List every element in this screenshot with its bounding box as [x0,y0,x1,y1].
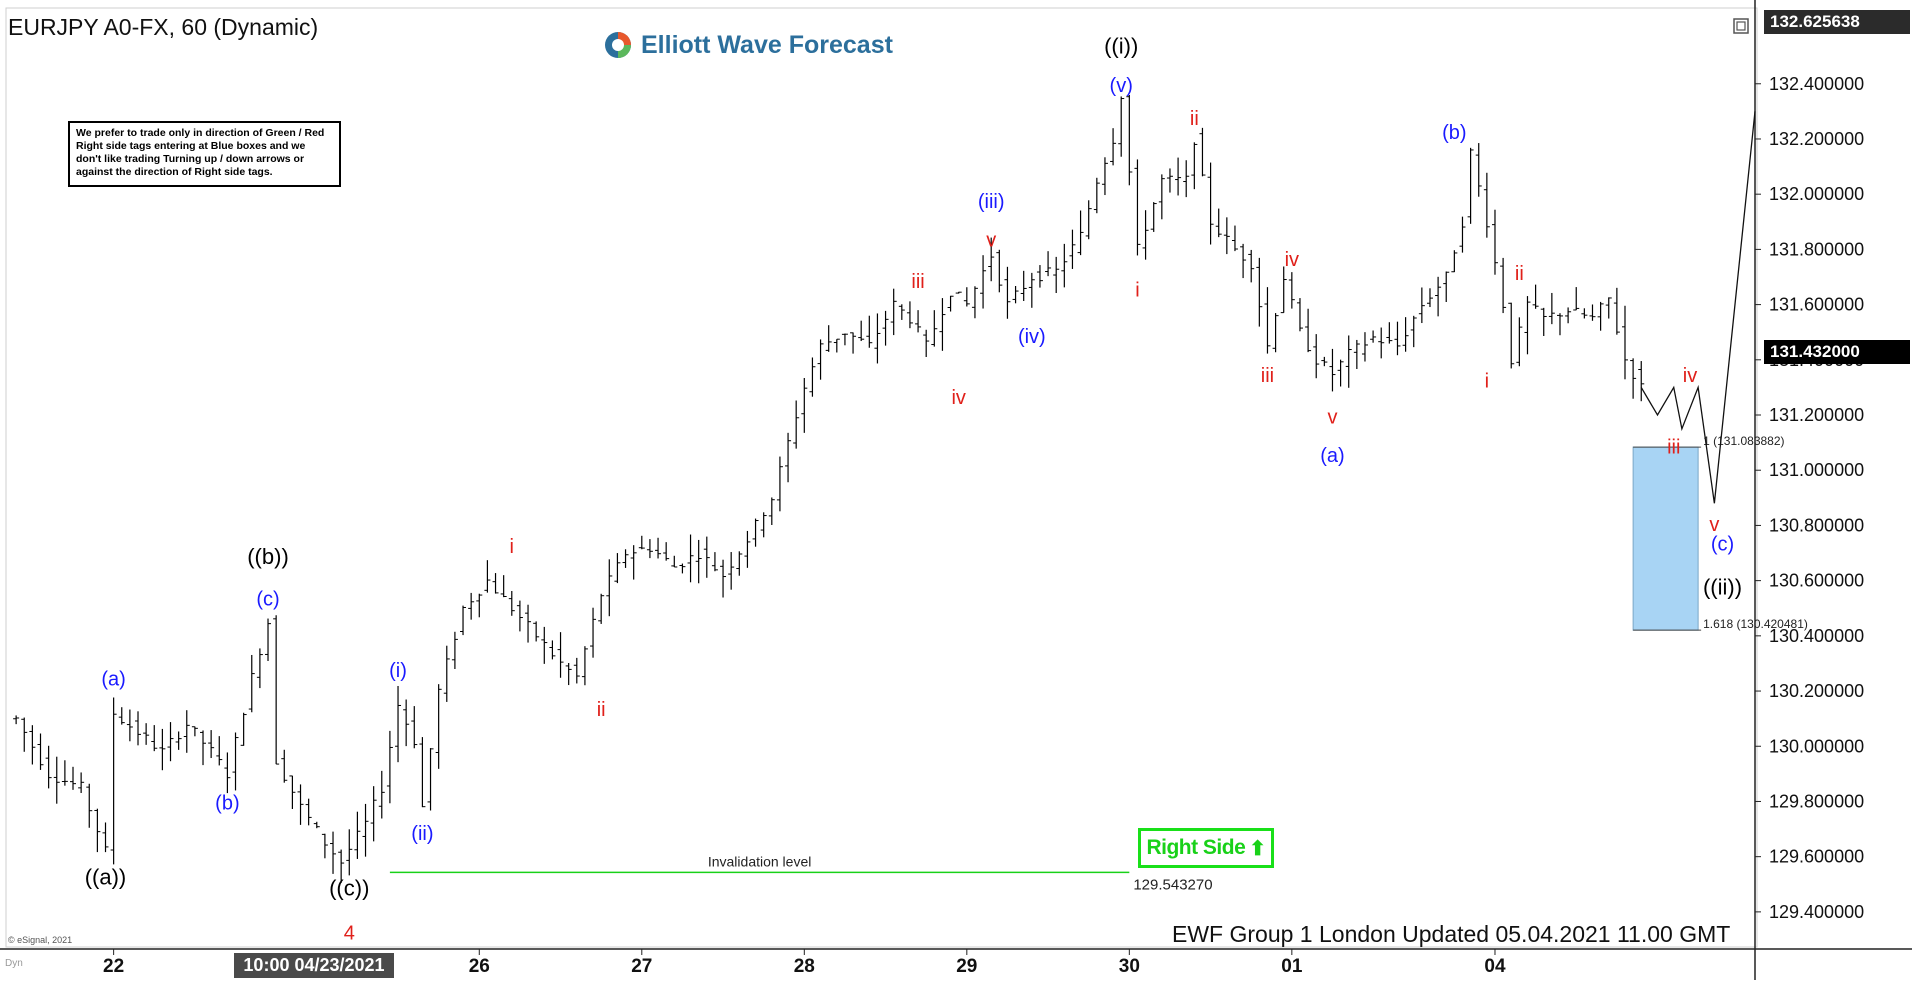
y-tick-label: 130.600000 [1769,571,1864,591]
wave-label: iv [951,387,965,409]
x-tick-label: 04 [1484,956,1506,977]
x-tick-label: 30 [1119,956,1140,977]
copyright-text: © eSignal, 2021 [8,935,73,945]
wave-label: (b) [215,793,239,815]
x-tick-label: 27 [631,956,652,977]
wave-label: (iii) [978,191,1005,213]
wave-label: (c) [256,588,279,610]
wave-label: i [510,536,514,558]
target-blue-box [1632,446,1699,631]
wave-label: v [1709,514,1719,536]
wave-label: ii [597,699,606,721]
wave-label: iv [1285,249,1299,271]
wave-label: (iv) [1018,326,1046,348]
fib-1618-label: 1.618 (130.420481) [1703,617,1808,631]
y-tick-label: 130.800000 [1769,515,1864,535]
trading-notice: We prefer to trade only in direction of … [68,121,341,187]
y-tick-label: 131.200000 [1769,405,1864,425]
x-tick-label: 01 [1281,956,1303,977]
wave-label: ii [1515,263,1524,285]
wave-label: ((ii)) [1703,574,1742,599]
y-tick-label: 129.600000 [1769,847,1864,867]
y-tick-label: 132.400000 [1769,74,1864,94]
chart-title: EURJPY A0-FX, 60 (Dynamic) [8,14,319,40]
wave-label: ((b)) [247,544,289,569]
x-tick-label: 26 [469,956,490,977]
updated-footer: EWF Group 1 London Updated 05.04.2021 11… [1172,921,1731,947]
y-tick-label: 130.000000 [1769,736,1864,756]
wave-label: iii [1261,365,1274,387]
wave-label: (a) [1320,445,1344,467]
wave-label: (c) [1711,533,1734,555]
logo: Elliott Wave Forecast [603,28,893,62]
y-tick-label: 131.000000 [1769,460,1864,480]
x-tick-label: 22 [103,956,124,977]
logo-text: Elliott Wave Forecast [641,30,893,59]
dyn-label: Dyn [5,958,23,969]
price-tag-top: 132.625638 [1764,10,1910,34]
wave-label: iii [1667,437,1680,459]
wave-label: i [1485,370,1489,392]
wave-label: (ii) [411,823,433,845]
price-tag-current: 131.432000 [1764,340,1910,364]
wave-label: ((i)) [1104,33,1138,58]
x-tick-label: 28 [794,956,815,977]
invalidation-label: Invalidation level [708,853,812,869]
x-tick-label: 29 [956,956,977,977]
y-tick-label: 131.800000 [1769,239,1864,259]
y-tick-label: 132.200000 [1769,129,1864,149]
wave-label: (a) [101,669,125,691]
wave-label: ii [1190,108,1199,130]
right-side-label: Right Side [1146,836,1246,859]
wave-label: (v) [1110,75,1133,97]
cursor-time-box: 10:00 04/23/2021 [234,953,394,978]
right-side-tag: Right Side ⬆ [1138,828,1274,868]
projection-path [1640,111,1756,504]
wave-label: iii [911,271,924,293]
wave-label: v [986,230,996,252]
wave-label: (b) [1442,122,1466,144]
y-tick-label: 130.400000 [1769,626,1864,646]
maximize-icon[interactable] [1733,18,1749,34]
wave-label: (i) [389,660,407,682]
y-tick-label: 130.200000 [1769,681,1864,701]
y-tick-label: 129.400000 [1769,902,1864,922]
y-tick-label: 131.600000 [1769,295,1864,315]
up-arrow-icon: ⬆ [1249,837,1266,860]
wave-label: i [1135,279,1139,301]
wave-label: v [1327,406,1337,428]
wave-label: 4 [344,922,355,944]
fib-1-label: 1 (131.083882) [1703,434,1784,448]
plot-frame [5,7,1758,948]
invalidation-value: 129.543270 [1133,876,1212,893]
logo-icon [605,32,631,58]
y-tick-label: 129.800000 [1769,791,1864,811]
y-tick-label: 132.000000 [1769,184,1864,204]
wave-label: ((c)) [329,875,369,900]
wave-label: iv [1683,365,1697,387]
wave-label: ((a)) [85,864,127,889]
